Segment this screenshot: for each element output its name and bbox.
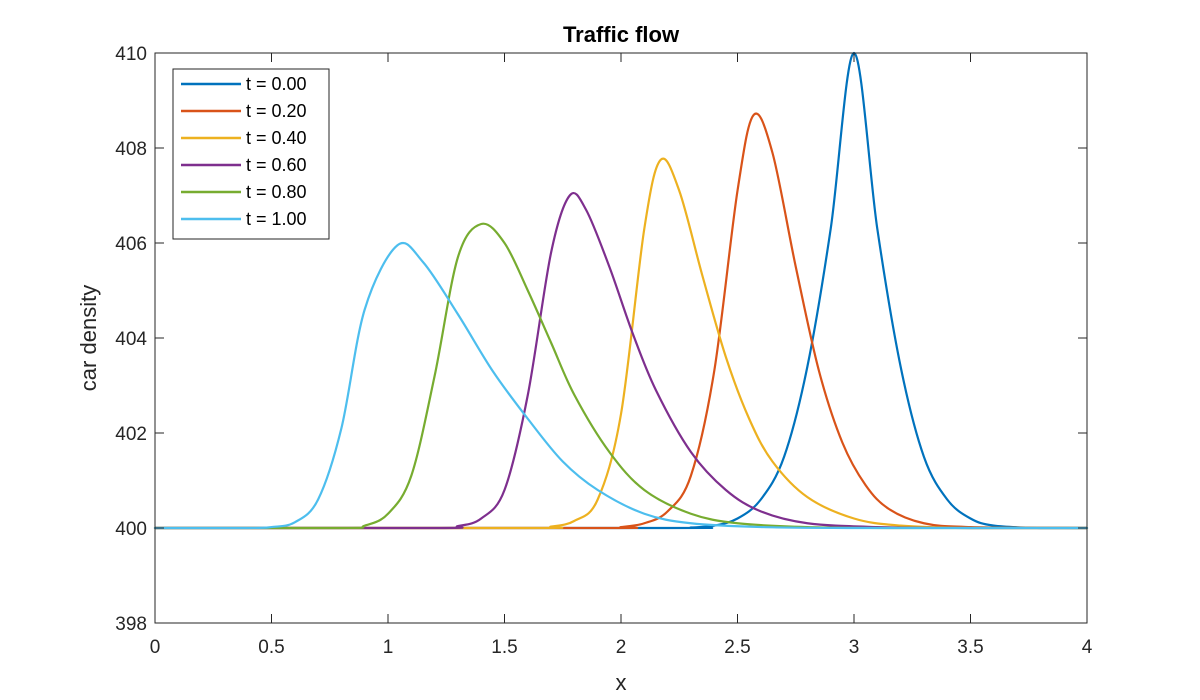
legend-label: t = 0.80 bbox=[246, 182, 307, 202]
y-tick-label: 406 bbox=[115, 234, 147, 255]
x-tick-label: 4 bbox=[1082, 637, 1093, 658]
legend: t = 0.00 t = 0.20 t = 0.40 t = 0.60 t = 0.80… bbox=[172, 68, 330, 240]
x-tick-label: 1.5 bbox=[491, 637, 517, 658]
series-line-2 bbox=[153, 112, 1089, 530]
legend-label: t = 0.20 bbox=[246, 101, 307, 121]
legend-label: t = 1.00 bbox=[246, 209, 307, 229]
legend-box bbox=[172, 68, 330, 240]
legend-label: t = 0.00 bbox=[246, 74, 307, 94]
y-tick-label: 400 bbox=[115, 519, 147, 540]
series-line-3 bbox=[153, 157, 1089, 530]
legend-label: t = 0.40 bbox=[246, 128, 307, 148]
x-tick-label: 2 bbox=[616, 637, 627, 658]
x-axis-label: x bbox=[616, 670, 627, 695]
y-tick-label: 402 bbox=[115, 424, 147, 445]
series-line-1 bbox=[153, 51, 1089, 530]
chart-title: Traffic flow bbox=[563, 22, 680, 47]
x-tick-label: 3 bbox=[849, 637, 860, 658]
x-tick-label: 3.5 bbox=[957, 637, 983, 658]
series-line-4 bbox=[153, 191, 1089, 530]
y-axis-label: car density bbox=[76, 285, 101, 391]
y-tick-label: 408 bbox=[115, 139, 147, 160]
x-tick-label: 1 bbox=[383, 637, 394, 658]
series-line-6 bbox=[153, 241, 1089, 530]
legend-label: t = 0.60 bbox=[246, 155, 307, 175]
x-tick-label: 2.5 bbox=[724, 637, 750, 658]
y-tick-label: 410 bbox=[115, 44, 147, 65]
series-layer bbox=[153, 51, 1089, 530]
y-tick-label: 398 bbox=[115, 614, 147, 635]
ticks-layer: 0 0.5 1 1.5 2 2.5 3 3.5 4 398 400 402 404 406 408 410 bbox=[115, 44, 1092, 658]
series-line-5 bbox=[153, 222, 1089, 530]
y-tick-label: 404 bbox=[115, 329, 147, 350]
x-tick-label: 0 bbox=[150, 637, 161, 658]
x-tick-label: 0.5 bbox=[258, 637, 284, 658]
